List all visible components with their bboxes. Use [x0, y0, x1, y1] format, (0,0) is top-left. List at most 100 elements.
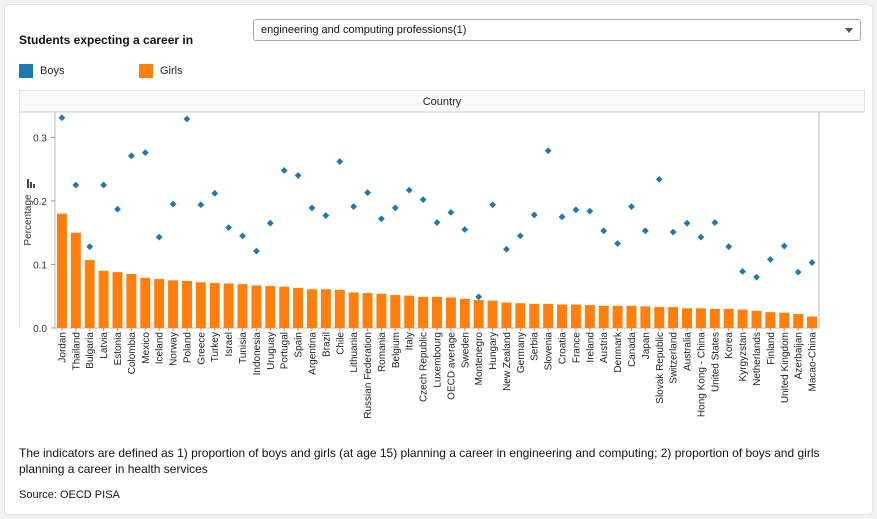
x-tick-label-turkey: Turkey — [210, 332, 221, 362]
bar-girls-israel — [223, 283, 234, 328]
x-tick-label-brazil: Brazil — [321, 332, 332, 357]
x-tick-label-croatia: Croatia — [558, 332, 569, 365]
x-tick-label-united-kingdom: United Kingdom — [780, 332, 791, 403]
bar-girls-jordan — [56, 213, 67, 328]
x-tick-label-jordan: Jordan — [57, 332, 68, 363]
bar-girls-argentina — [306, 289, 317, 328]
point-boys-thailand — [72, 181, 80, 189]
point-boys-uruguay — [266, 219, 274, 227]
x-tick-label-israel: Israel — [224, 332, 235, 356]
bar-girls-new-zealand — [501, 302, 512, 328]
bar-girls-hong-kong-china — [695, 308, 706, 328]
bar-girls-sweden — [459, 298, 470, 328]
x-tick-label-norway: Norway — [169, 332, 180, 366]
point-boys-tunisia — [239, 232, 246, 240]
bar-girls-czech-republic — [418, 296, 429, 328]
point-boys-oecd-average — [447, 208, 455, 216]
point-boys-portugal — [280, 167, 288, 174]
bar-girls-korea — [723, 308, 734, 328]
point-boys-germany — [516, 232, 524, 240]
career-dropdown[interactable]: engineering and computing professions(1) — [253, 19, 861, 41]
bar-girls-serbia — [529, 303, 540, 328]
point-boys-ireland — [586, 207, 594, 215]
legend-swatch-boys — [19, 64, 33, 78]
x-tick-label-australia: Australia — [683, 332, 694, 371]
point-boys-kyrgyzstan — [739, 268, 746, 275]
x-tick-label-argentina: Argentina — [307, 332, 318, 375]
point-boys-sweden — [461, 226, 469, 233]
point-boys-netherlands — [753, 273, 760, 281]
y-tick-label: 0.3 — [33, 133, 47, 144]
bar-girls-latvia — [98, 270, 109, 328]
bar-girls-macao-china — [807, 316, 818, 328]
bar-girls-romania — [376, 293, 387, 328]
x-tick-label-czech-republic: Czech Republic — [419, 332, 430, 402]
legend-label-girls: Girls — [160, 65, 183, 77]
bar-girls-uruguay — [265, 286, 276, 328]
point-boys-latvia — [100, 181, 108, 189]
bar-girls-mexico — [140, 277, 151, 328]
point-boys-austria — [600, 227, 608, 235]
point-boys-russian-federation — [364, 189, 371, 197]
legend-item-boys[interactable]: Boys — [19, 64, 64, 78]
x-tick-label-austria: Austria — [599, 332, 610, 364]
point-boys-colombia — [128, 152, 135, 160]
point-boys-norway — [169, 200, 177, 208]
chart-title: Country — [423, 96, 462, 108]
bar-girls-spain — [293, 287, 304, 328]
x-tick-label-belgium: Belgium — [391, 332, 402, 368]
bar-girls-japan — [640, 306, 651, 328]
x-tick-label-slovak-republic: Slovak Republic — [655, 332, 666, 404]
x-tick-label-sweden: Sweden — [460, 332, 471, 368]
x-tick-label-lithuania: Lithuania — [349, 332, 360, 373]
point-boys-indonesia — [253, 247, 260, 255]
point-boys-serbia — [530, 211, 538, 219]
x-tick-label-thailand: Thailand — [71, 332, 82, 370]
bar-girls-norway — [168, 280, 179, 328]
bar-girls-canada — [626, 305, 637, 328]
x-tick-label-switzerland: Switzerland — [669, 332, 680, 384]
point-boys-montenegro — [475, 293, 483, 301]
x-tick-label-russian-federation: Russian Federation — [363, 332, 374, 419]
x-tick-label-oecd-average: OECD average — [446, 332, 457, 400]
legend-label-boys: Boys — [40, 65, 65, 77]
point-boys-luxembourg — [433, 219, 441, 226]
bar-girls-iceland — [154, 279, 165, 328]
point-boys-turkey — [211, 189, 219, 197]
bar-girls-luxembourg — [431, 296, 443, 328]
point-boys-argentina — [308, 204, 316, 212]
x-tick-label-denmark: Denmark — [613, 331, 624, 373]
filter-label: Students expecting a career in — [19, 33, 194, 47]
point-boys-bulgaria — [86, 243, 94, 251]
point-boys-united-states — [711, 219, 719, 226]
career-dropdown-value: engineering and computing professions(1) — [261, 24, 467, 36]
x-tick-label-indonesia: Indonesia — [252, 332, 263, 376]
y-tick-label: 0.1 — [33, 260, 47, 271]
point-boys-macao-china — [808, 259, 816, 266]
legend-item-girls[interactable]: Girls — [139, 64, 183, 78]
bar-girls-hungary — [487, 300, 498, 328]
bar-girls-montenegro — [473, 300, 484, 328]
x-tick-label-mexico: Mexico — [141, 332, 152, 364]
point-boys-hungary — [489, 201, 496, 209]
bar-girls-thailand — [70, 232, 81, 328]
point-boys-new-zealand — [503, 245, 510, 253]
bar-girls-slovenia — [543, 303, 554, 328]
point-boys-australia — [683, 219, 691, 227]
bar-girls-bulgaria — [84, 260, 95, 328]
bar-girls-poland — [181, 280, 192, 328]
y-tick-label: 0.2 — [33, 197, 47, 208]
bar-girls-france — [570, 304, 581, 328]
x-tick-label-uruguay: Uruguay — [266, 332, 277, 370]
bar-girls-switzerland — [668, 307, 679, 328]
point-boys-chile — [336, 158, 344, 165]
point-boys-denmark — [614, 240, 621, 247]
x-tick-label-macao-china: Macao-China — [808, 332, 819, 392]
source-note: Source: OECD PISA — [19, 489, 120, 501]
x-tick-label-united-states: United States — [710, 332, 721, 392]
x-tick-label-serbia: Serbia — [530, 332, 541, 361]
bar-girls-oecd-average — [445, 297, 456, 328]
x-tick-label-france: France — [571, 332, 582, 364]
x-tick-label-montenegro: Montenegro — [474, 332, 485, 386]
bar-girls-belgium — [390, 294, 401, 328]
